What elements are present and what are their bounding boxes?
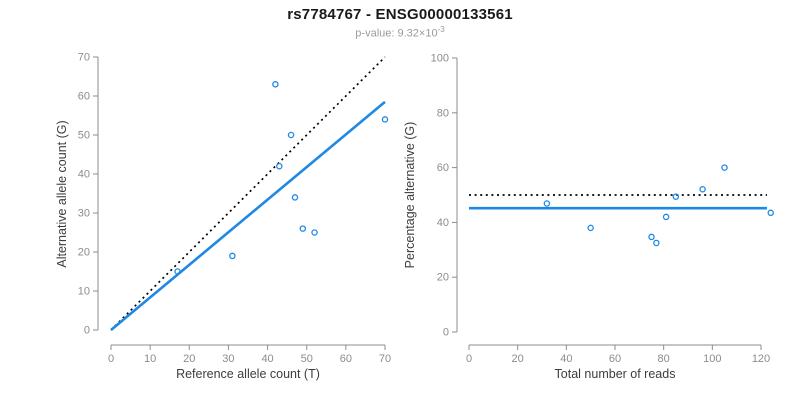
x-tick-label: 40 (560, 353, 572, 365)
y-tick-label: 40 (437, 217, 449, 229)
chart-header: rs7784767 - ENSG00000133561 p-value: 9.3… (0, 0, 800, 40)
y-tick-label: 60 (437, 162, 449, 174)
data-point (767, 209, 774, 217)
x-tick-label: 60 (609, 353, 621, 365)
fit-line (110, 100, 386, 331)
data-point (291, 194, 299, 201)
data-point (662, 213, 670, 221)
data-point (543, 200, 551, 207)
data-point (272, 81, 279, 88)
data-point (287, 131, 295, 139)
data-point (229, 252, 236, 260)
left-scatter-panel: 0 10 20 30 40 50 60 70 0 10 20 30 40 50 60 70 Reference … (55, 52, 391, 382)
y-tick-label: 0 (84, 325, 90, 337)
data-point (648, 233, 655, 241)
identity-line (110, 56, 386, 331)
data-point (587, 224, 594, 232)
data-point (699, 185, 706, 193)
y-tick-label: 20 (78, 247, 90, 259)
data-point (653, 239, 660, 247)
y-tick-label: 100 (431, 53, 449, 65)
x-tick-label: 120 (752, 353, 770, 365)
data-point (721, 164, 728, 171)
y-tick-label: 50 (78, 130, 90, 142)
y-tick-label: 80 (437, 107, 449, 119)
y-axis-title: Alternative allele count (G) (55, 120, 69, 267)
right-scatter-panel: 0 20 40 60 80 100 120 0 20 40 60 80 100 Total number … (403, 53, 774, 381)
pvalue-label: p-value: (355, 27, 398, 40)
x-tick-label: 20 (512, 353, 524, 365)
y-tick-label: 40 (78, 169, 90, 181)
pvalue-exponent: -3 (437, 25, 445, 34)
y-tick-label: 30 (78, 208, 90, 220)
y-tick-label: 70 (78, 52, 90, 64)
x-tick-label: 80 (658, 353, 670, 365)
pvalue-base: 9.32×10 (397, 27, 438, 40)
x-tick-label: 60 (340, 353, 352, 365)
x-tick-label: 0 (108, 353, 114, 365)
data-point (276, 162, 283, 170)
data-point (672, 193, 680, 200)
data-point (311, 229, 318, 236)
x-tick-label: 70 (379, 353, 391, 365)
x-tick-label: 50 (301, 353, 313, 365)
page-title: rs7784767 - ENSG00000133561 (287, 6, 513, 23)
x-axis-title: Total number of reads (555, 367, 676, 381)
x-axis-title: Reference allele count (T) (176, 367, 320, 381)
x-tick-label: 20 (183, 353, 195, 365)
y-axis-title: Percentage alternative (G) (403, 122, 417, 269)
x-tick-label: 100 (703, 353, 721, 365)
data-point (381, 116, 389, 123)
x-tick-label: 30 (222, 353, 234, 365)
data-point (174, 268, 181, 275)
x-tick-label: 10 (144, 353, 156, 365)
y-tick-label: 20 (437, 272, 449, 284)
x-tick-label: 40 (261, 353, 273, 365)
y-tick-label: 60 (78, 91, 90, 103)
pvalue-subtitle: p-value: 9.32×10-3 (0, 25, 800, 40)
data-point (299, 225, 307, 232)
y-tick-label: 10 (78, 286, 90, 298)
y-tick-label: 0 (443, 327, 449, 339)
x-tick-label: 0 (466, 353, 472, 365)
